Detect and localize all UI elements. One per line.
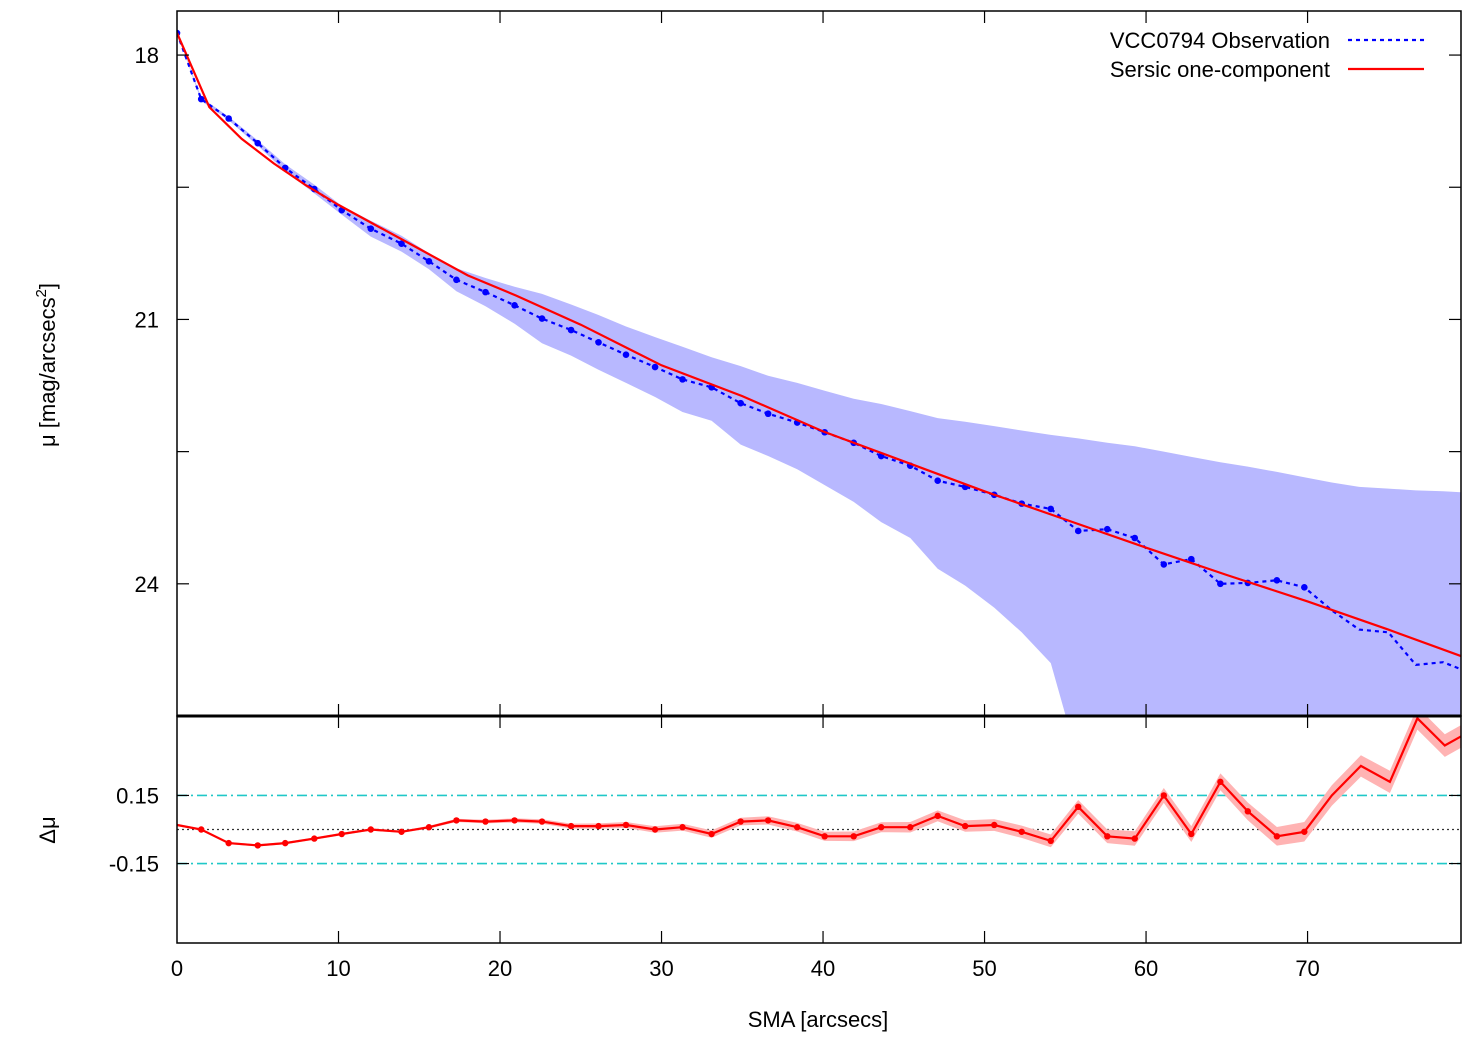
observation-point [567, 326, 575, 334]
residual-point [850, 833, 857, 840]
observation-point [595, 339, 602, 346]
observation-point [254, 139, 262, 147]
x-tick-label: 0 [171, 956, 183, 981]
observation-point [1047, 505, 1055, 513]
residual-point [1018, 828, 1025, 835]
residual-point [1131, 835, 1138, 842]
residual-uncertainty-band [177, 716, 1461, 848]
legend-label: VCC0794 Observation [1110, 28, 1330, 53]
observation-point [679, 376, 686, 383]
x-tick-label: 20 [488, 956, 512, 981]
residual-point [961, 822, 969, 830]
bottom-panel [177, 716, 1461, 865]
residual-point [453, 817, 460, 824]
residual-point [651, 826, 659, 833]
residual-point [1075, 803, 1082, 810]
top-panel [177, 29, 1461, 716]
residual-point [622, 821, 630, 829]
x-tick-label: 60 [1134, 956, 1158, 981]
residual-point [877, 824, 885, 831]
residual-point [764, 817, 772, 824]
residual-point [679, 824, 686, 831]
residual-point [1047, 837, 1054, 845]
residual-point [821, 833, 828, 840]
observation-point [1187, 555, 1195, 563]
residual-point [398, 828, 405, 835]
observation-point [1217, 580, 1224, 588]
residual-point [282, 839, 289, 847]
observation-point [425, 257, 433, 265]
y-tick-label: 24 [135, 572, 159, 597]
observation-point [225, 115, 232, 122]
residual-point [311, 835, 318, 842]
residual-point [934, 812, 941, 820]
observation-point [453, 276, 460, 284]
observation-series-line [177, 32, 1461, 671]
observation-uncertainty-band [177, 33, 1461, 716]
y-tick-label: 21 [135, 307, 159, 332]
observation-point [511, 302, 518, 309]
top-y-axis-title: μ [mag/arcsecs2] [33, 283, 60, 447]
residual-point [511, 817, 518, 824]
residual-point [1188, 830, 1195, 838]
residual-point [1217, 778, 1224, 786]
residual-point [907, 824, 914, 831]
residual-point [254, 842, 261, 849]
observation-point [1131, 534, 1139, 542]
observation-point [737, 399, 744, 407]
residual-point [225, 839, 232, 847]
observation-point [197, 95, 205, 103]
residual-point [425, 824, 433, 831]
residual-point [538, 818, 546, 825]
observation-point [934, 477, 942, 485]
y-tick-label: -0.15 [109, 852, 159, 877]
x-tick-label: 40 [811, 956, 835, 981]
y-tick-label: 18 [135, 43, 159, 68]
residual-point [338, 830, 345, 838]
x-tick-label: 70 [1295, 956, 1319, 981]
residual-point [1273, 833, 1281, 840]
residual-point [1244, 808, 1252, 815]
observation-point [764, 410, 772, 418]
observation-point [1301, 584, 1308, 591]
residual-point [708, 830, 715, 838]
observation-point [1074, 527, 1082, 535]
residual-point [1160, 792, 1168, 799]
legend: VCC0794 Observation Sersic one-component [1110, 28, 1424, 82]
residual-point [595, 822, 602, 830]
observation-point [1103, 525, 1111, 533]
observation-point [622, 351, 630, 358]
residual-point [198, 826, 205, 833]
residual-point [737, 818, 744, 825]
x-tick-label: 10 [326, 956, 350, 981]
observation-point [538, 315, 546, 322]
legend-label: Sersic one-component [1110, 57, 1330, 82]
residual-point [1301, 828, 1308, 835]
x-axis-title: SMA [arcsecs] [748, 1007, 889, 1032]
y-tick-label: 0.15 [116, 783, 159, 808]
residual-point [1104, 833, 1111, 840]
axis-labels: μ [mag/arcsecs2] Δμ SMA [arcsecs] [33, 283, 888, 1032]
bottom-y-axis-title: Δμ [35, 816, 60, 843]
residual-point [482, 818, 489, 825]
residual-point [793, 824, 801, 831]
observation-point [1160, 561, 1168, 568]
observation-point [367, 225, 375, 232]
residual-point [367, 826, 375, 833]
residual-point [567, 822, 575, 830]
residual-point [991, 821, 998, 829]
observation-point [1273, 576, 1281, 584]
observation-point [398, 240, 405, 247]
observation-point [651, 363, 659, 371]
x-tick-label: 30 [649, 956, 673, 981]
panel-frames: 0 10 20 30 40 50 60 70 18 21 24 0.15 -0.15 [109, 10, 1462, 981]
x-tick-label: 50 [972, 956, 996, 981]
observation-point [482, 288, 489, 296]
sersic-fit-line [177, 32, 1461, 658]
